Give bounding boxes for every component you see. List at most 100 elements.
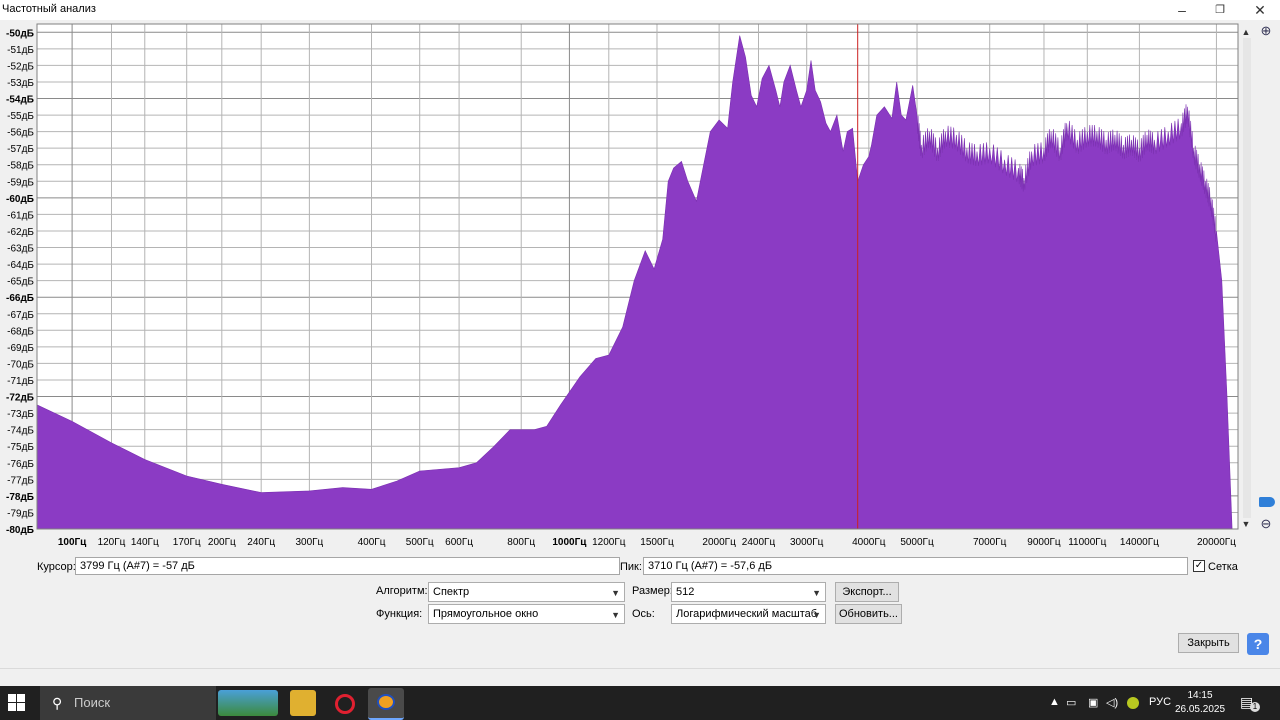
algorithm-label: Алгоритм: — [376, 585, 428, 597]
y-tick-label: -51дБ — [7, 45, 34, 56]
input-language[interactable]: РУС — [1149, 696, 1172, 708]
x-tick-label: 240Гц — [247, 537, 275, 548]
export-button[interactable]: Экспорт... — [835, 582, 899, 602]
x-tick-label: 140Гц — [131, 537, 159, 548]
clock-date: 26.05.2025 — [1174, 704, 1226, 715]
x-tick-label: 300Гц — [295, 537, 323, 548]
axis-value: Логарифмический масштаб — [676, 608, 818, 620]
x-tick-label: 20000Гц — [1197, 537, 1236, 548]
y-tick-label: -58дБ — [7, 161, 34, 172]
y-tick-label: -50дБ — [6, 28, 34, 39]
size-label: Размер: — [632, 585, 673, 597]
x-tick-label: 400Гц — [358, 537, 386, 548]
scroll-up-icon[interactable]: ▲ — [1241, 27, 1251, 37]
vertical-scrollbar[interactable] — [1243, 38, 1251, 518]
scroll-down-icon[interactable]: ▼ — [1241, 519, 1251, 529]
y-tick-label: -56дБ — [7, 128, 34, 139]
notification-count-badge: 1 — [1250, 702, 1260, 712]
function-value: Прямоугольное окно — [433, 608, 539, 620]
zoom-out-icon[interactable]: ⊖ — [1260, 516, 1272, 531]
y-tick-label: -80дБ — [6, 525, 34, 536]
zoom-in-icon[interactable]: ⊕ — [1260, 23, 1272, 38]
grid-checkbox[interactable]: ✓ — [1193, 560, 1205, 572]
network-icon[interactable]: ▣ — [1088, 697, 1099, 709]
x-tick-label: 3000Гц — [790, 537, 824, 548]
algorithm-value: Спектр — [433, 586, 470, 598]
x-tick-label: 2000Гц — [702, 537, 736, 548]
x-tick-label: 9000Гц — [1027, 537, 1061, 548]
landscape-widget-icon[interactable] — [218, 690, 278, 716]
close-window-button[interactable]: ✕ — [1254, 2, 1266, 18]
taskbar: ⚲ Поиск ▲ ▭ ▣ ◁) РУС 14:15 26.05.2025 ▤ … — [0, 686, 1280, 720]
help-button[interactable]: ? — [1247, 633, 1269, 655]
audacity-app-icon[interactable] — [368, 688, 404, 720]
x-tick-label: 120Гц — [98, 537, 126, 548]
window-title: Частотный анализ — [2, 3, 96, 15]
function-select[interactable]: Прямоугольное окно ▼ — [428, 604, 625, 624]
x-tick-label: 2400Гц — [742, 537, 776, 548]
plot-frame — [36, 23, 1239, 530]
zoom-slider-thumb[interactable] — [1259, 497, 1275, 507]
tray-chevron-up-icon[interactable]: ▲ — [1049, 696, 1060, 708]
x-tick-label: 14000Гц — [1120, 537, 1159, 548]
y-tick-label: -75дБ — [7, 442, 34, 453]
y-tick-label: -70дБ — [7, 359, 34, 370]
y-tick-label: -54дБ — [6, 95, 34, 106]
chevron-down-icon: ▼ — [812, 610, 821, 620]
taskbar-search-box[interactable]: ⚲ Поиск — [40, 686, 216, 720]
x-tick-label: 7000Гц — [973, 537, 1007, 548]
y-tick-label: -78дБ — [6, 492, 34, 503]
spectrum-plot[interactable]: -50дБ -51дБ -52дБ -53дБ -54дБ -55дБ -56дБ -57дБ… — [0, 20, 1258, 556]
y-tick-label: -71дБ — [7, 376, 34, 387]
windows-start-icon[interactable] — [8, 694, 26, 712]
axis-label: Ось: — [632, 608, 655, 620]
y-tick-label: -62дБ — [7, 227, 34, 238]
function-label: Функция: — [376, 608, 423, 620]
y-tick-label: -77дБ — [7, 475, 34, 486]
y-tick-label: -53дБ — [7, 78, 34, 89]
volume-icon[interactable]: ◁) — [1106, 697, 1119, 709]
x-tick-label: 11000Гц — [1068, 537, 1106, 548]
x-tick-label: 800Гц — [507, 537, 535, 548]
status-tray-icon[interactable] — [1127, 697, 1139, 709]
peak-label: Пик: — [620, 561, 642, 573]
file-explorer-icon[interactable] — [290, 690, 316, 716]
cursor-value-field: 3799 Гц (A#7) = -57 дБ — [75, 557, 620, 575]
size-select[interactable]: 512 ▼ — [671, 582, 826, 602]
status-bar — [0, 668, 1280, 687]
title-bar: Частотный анализ – ❐ ✕ — [0, 0, 1280, 20]
taskbar-clock[interactable]: 14:15 26.05.2025 — [1170, 689, 1230, 717]
battery-icon[interactable]: ▭ — [1066, 697, 1077, 709]
y-tick-label: -69дБ — [7, 343, 34, 354]
x-tick-label: 500Гц — [406, 537, 434, 548]
x-tick-label: 1200Гц — [592, 537, 626, 548]
y-tick-label: -52дБ — [7, 61, 34, 72]
grid-label: Сетка — [1208, 561, 1238, 573]
x-tick-label: 100Гц — [58, 537, 87, 548]
y-tick-label: -68дБ — [7, 326, 34, 337]
y-tick-label: -64дБ — [7, 260, 34, 271]
chevron-down-icon: ▼ — [812, 588, 821, 598]
maximize-button[interactable]: ❐ — [1215, 4, 1225, 16]
close-button[interactable]: Закрыть — [1178, 633, 1239, 653]
x-tick-label: 5000Гц — [900, 537, 934, 548]
cursor-label: Курсор: — [37, 561, 76, 573]
x-tick-label: 170Гц — [173, 537, 201, 548]
clock-time: 14:15 — [1187, 690, 1213, 701]
y-tick-label: -59дБ — [7, 177, 34, 188]
chevron-down-icon: ▼ — [611, 610, 620, 620]
size-value: 512 — [676, 586, 695, 598]
y-tick-label: -66дБ — [6, 293, 34, 304]
x-tick-label: 200Гц — [208, 537, 236, 548]
refresh-button[interactable]: Обновить... — [835, 604, 902, 624]
minimize-button[interactable]: – — [1178, 2, 1186, 18]
notifications-icon[interactable]: ▤ — [1240, 694, 1254, 710]
opera-browser-icon[interactable] — [331, 690, 357, 716]
y-tick-label: -55дБ — [7, 111, 34, 122]
axis-select[interactable]: Логарифмический масштаб ▼ — [671, 604, 826, 624]
algorithm-select[interactable]: Спектр ▼ — [428, 582, 625, 602]
search-icon: ⚲ — [52, 695, 63, 711]
y-tick-label: -74дБ — [7, 426, 34, 437]
y-tick-label: -76дБ — [7, 459, 34, 470]
y-tick-label: -60дБ — [6, 194, 34, 205]
